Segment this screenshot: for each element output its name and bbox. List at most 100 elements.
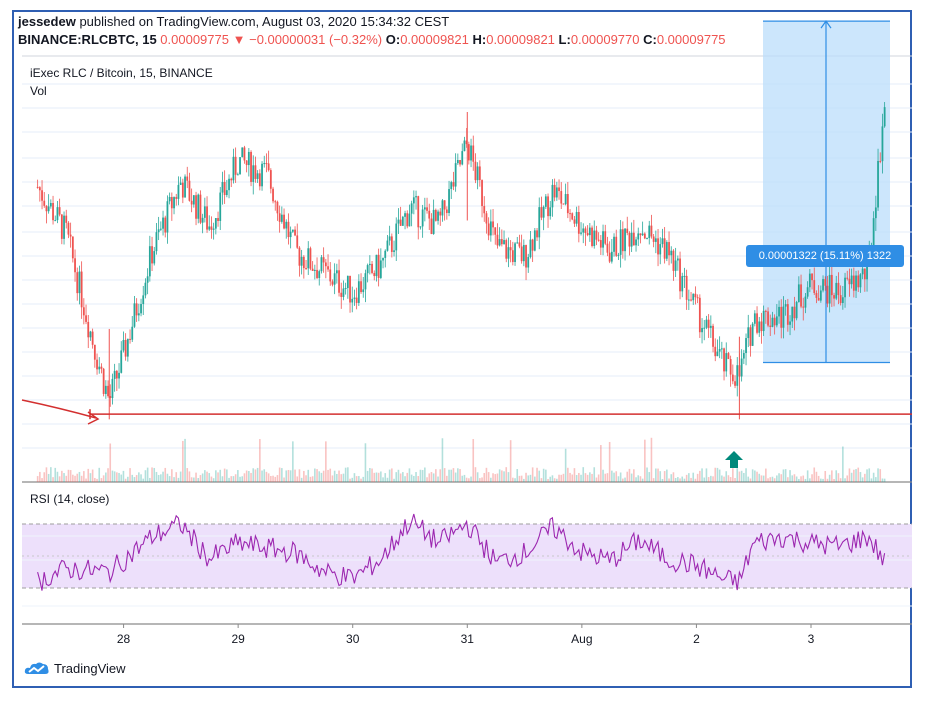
candle-body	[782, 306, 785, 328]
volume-bar	[586, 474, 589, 482]
volume-bar	[232, 476, 235, 482]
candle-body	[606, 243, 609, 253]
volume-bar	[265, 471, 268, 482]
volume-bar	[692, 472, 695, 482]
candle-body	[866, 258, 868, 280]
volume-bar	[223, 468, 226, 482]
candle-body	[536, 230, 538, 238]
candle-body	[762, 310, 765, 332]
volume-bar	[547, 478, 549, 482]
volume-bar	[835, 470, 838, 482]
volume-bar	[100, 478, 103, 482]
candle-body	[621, 229, 624, 252]
volume-bar	[248, 471, 250, 482]
volume-bar	[637, 475, 640, 482]
volume-bar	[118, 472, 120, 482]
volume-bar	[241, 476, 244, 482]
volume-bar	[562, 473, 565, 482]
candle-body	[525, 245, 527, 268]
volume-bar	[349, 478, 351, 482]
volume-bar	[292, 441, 294, 482]
candle-body	[509, 247, 512, 251]
volume-bar	[765, 468, 767, 482]
candle-body	[335, 270, 338, 274]
volume-bar	[107, 468, 109, 482]
volume-bar	[498, 469, 501, 482]
candle-body	[291, 229, 294, 232]
volume-bar	[710, 475, 712, 482]
volume-bar	[784, 469, 787, 482]
candle-body	[558, 187, 560, 192]
candle-body	[597, 239, 600, 241]
volume-bar	[705, 468, 708, 482]
volume-bar	[611, 470, 613, 482]
candle-body	[236, 174, 239, 176]
volume-bar	[278, 467, 281, 482]
volume-bar	[738, 471, 741, 482]
candle-body	[703, 327, 706, 329]
symbol-info: BINANCE:RLCBTC, 15 0.00009775 ▼ −0.00000…	[18, 32, 726, 47]
candle-body	[309, 248, 312, 269]
buy-signal-arrow-icon	[725, 451, 743, 468]
candle-body	[239, 157, 241, 175]
candle-body	[672, 250, 675, 271]
candle-body	[67, 222, 70, 235]
volume-bar	[881, 478, 884, 482]
volume-bar	[274, 476, 277, 482]
volume-bar	[558, 474, 560, 482]
volume-bar	[157, 474, 160, 482]
volume-bar	[725, 471, 728, 482]
candle-body	[593, 230, 596, 246]
volume-bar	[127, 476, 129, 482]
candle-body	[826, 285, 829, 304]
candle-body	[784, 304, 787, 307]
candle-body	[382, 257, 384, 261]
candle-body	[494, 227, 497, 235]
candle-body	[175, 197, 178, 199]
candle-body	[210, 226, 213, 230]
volume-bar	[439, 469, 442, 482]
candle-body	[500, 239, 503, 245]
volume-bar	[496, 473, 499, 482]
candle-body	[848, 278, 851, 285]
annotation-arrow-head	[87, 411, 100, 425]
volume-bar	[373, 472, 376, 482]
candle-body	[481, 180, 483, 207]
candle-body	[632, 232, 635, 246]
candle-body	[232, 156, 235, 181]
candle-body	[131, 326, 134, 340]
candle-body	[553, 184, 556, 198]
author-name[interactable]: jessedew	[18, 14, 76, 29]
volume-bar	[833, 478, 835, 482]
candle-body	[170, 196, 173, 209]
tradingview-logo[interactable]: TradingView	[24, 660, 126, 676]
volume-bar	[817, 475, 820, 482]
volume-bar	[721, 475, 723, 482]
volume-bar	[311, 476, 314, 482]
volume-bar	[875, 477, 877, 482]
measure-tool-label[interactable]: 0.00001322 (15.11%) 1322	[746, 245, 904, 267]
candle-body	[874, 207, 877, 219]
volume-bar	[707, 477, 710, 482]
candle-body	[208, 226, 211, 230]
volume-bar	[718, 469, 721, 482]
candle-body	[305, 268, 307, 270]
volume-bar	[340, 474, 343, 482]
candle-body	[443, 200, 446, 210]
candle-body	[52, 202, 54, 221]
volume-bar	[243, 473, 246, 482]
volume-bar	[85, 478, 87, 482]
candle-body	[819, 290, 822, 301]
volume-bar	[745, 468, 747, 482]
candle-body	[289, 231, 292, 238]
candle-body	[463, 140, 466, 152]
volume-bar	[844, 478, 846, 482]
volume-bar	[593, 467, 596, 482]
candle-body	[223, 182, 226, 196]
candle-body	[120, 350, 123, 373]
symbol-name[interactable]: BINANCE:RLCBTC, 15	[18, 32, 157, 47]
price-change: −0.00000031 (−0.32%)	[249, 32, 383, 47]
candle-body	[586, 233, 589, 236]
candle-body	[126, 338, 129, 357]
